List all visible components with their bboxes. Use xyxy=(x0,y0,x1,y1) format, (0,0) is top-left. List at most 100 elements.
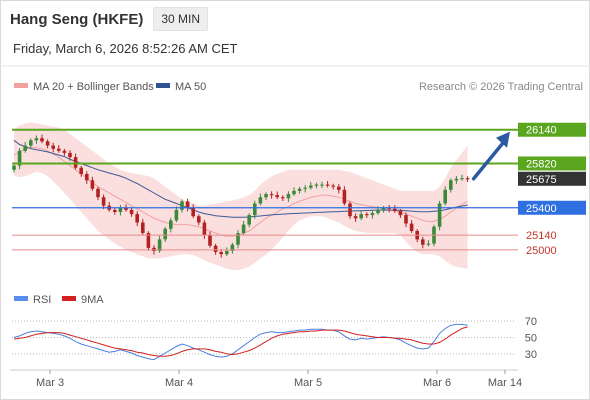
candle xyxy=(297,186,302,194)
candle-body xyxy=(337,186,341,190)
candle xyxy=(365,212,369,218)
candle-body xyxy=(426,243,431,245)
candle xyxy=(449,178,453,193)
candle-body xyxy=(157,239,162,251)
resistance-label-box xyxy=(518,156,586,171)
candle xyxy=(303,185,307,193)
last-price-label: 25675 xyxy=(526,174,557,186)
candle-body xyxy=(180,201,184,210)
candle xyxy=(393,205,397,213)
candle-body xyxy=(29,140,33,146)
candle-body xyxy=(292,190,296,195)
x-axis: Mar 3 Mar 4 Mar 5 Mar 6 Mar 14 xyxy=(36,370,522,389)
candle xyxy=(314,182,319,189)
candle-body xyxy=(45,141,50,146)
candle xyxy=(40,134,44,144)
candle-body xyxy=(90,180,95,189)
rsi-legend-swatch xyxy=(14,296,28,301)
candle xyxy=(23,142,27,153)
instrument-title: Hang Seng (HKFE) xyxy=(10,10,144,28)
candle xyxy=(370,210,375,219)
candle-body xyxy=(197,216,201,223)
candle xyxy=(169,217,173,233)
support-label: 25400 xyxy=(526,203,557,215)
candle xyxy=(79,165,83,177)
candle xyxy=(264,192,268,200)
candle xyxy=(275,191,279,200)
ma50-legend-swatch xyxy=(156,83,170,88)
candle xyxy=(258,193,263,206)
x-tick-label: Mar 14 xyxy=(488,377,522,389)
candle-body xyxy=(314,184,319,186)
chart-header: Hang Seng (HKFE) 30 MIN xyxy=(10,6,209,32)
rsi-ma-line xyxy=(13,326,468,357)
candle-body xyxy=(62,150,67,153)
candle xyxy=(141,218,145,235)
candle xyxy=(219,249,223,258)
candle xyxy=(281,195,285,201)
price-levels: 26140 25820 25675 25400 25140 25000 xyxy=(12,122,586,257)
candle-body xyxy=(241,224,246,233)
candle-body xyxy=(163,228,167,240)
candle xyxy=(129,208,134,217)
candle-body xyxy=(129,209,134,215)
x-tick-label: Mar 3 xyxy=(36,377,64,389)
target-label: 25140 xyxy=(526,230,557,242)
price-chart xyxy=(12,122,470,271)
candle xyxy=(191,204,195,219)
candle-body xyxy=(454,178,459,181)
candle xyxy=(135,211,139,227)
candle-body xyxy=(269,194,274,196)
candle-body xyxy=(443,189,447,204)
candle-body xyxy=(135,214,139,223)
candle xyxy=(90,176,95,191)
timeframe-button[interactable]: 30 MIN xyxy=(153,7,209,31)
candle xyxy=(51,142,55,153)
candle-body xyxy=(68,152,72,158)
candle xyxy=(225,247,229,257)
candle-body xyxy=(51,145,55,149)
candle-body xyxy=(40,138,44,142)
candle xyxy=(62,148,67,156)
candle xyxy=(163,226,167,243)
candle-body xyxy=(359,214,363,219)
candle xyxy=(292,187,296,196)
candle-body xyxy=(113,209,117,212)
candle-body xyxy=(191,207,195,217)
last-price-box xyxy=(518,171,586,186)
rsi-tick-label: 50 xyxy=(525,333,537,345)
candle-body xyxy=(449,180,453,190)
candle xyxy=(409,220,414,233)
candle-body xyxy=(409,223,414,231)
candle-body xyxy=(73,157,78,168)
bollinger-band xyxy=(14,122,468,271)
candle-body xyxy=(275,195,279,198)
ma9-legend-swatch xyxy=(62,296,76,301)
candle xyxy=(118,205,123,216)
candle xyxy=(437,200,442,231)
candle-body xyxy=(202,222,207,236)
candle xyxy=(12,163,16,173)
candle-body xyxy=(225,251,229,255)
candle xyxy=(320,181,324,189)
candle-body xyxy=(465,178,470,180)
resistance-label: 25820 xyxy=(526,158,557,170)
candle-body xyxy=(264,194,268,198)
candle-body xyxy=(258,197,263,204)
candle xyxy=(146,231,151,251)
resistance-label-box xyxy=(518,122,586,137)
candle-body xyxy=(118,207,123,212)
ma50-legend-label: MA 50 xyxy=(175,81,206,93)
candle-body xyxy=(404,215,408,224)
candle xyxy=(460,174,464,181)
candle xyxy=(96,186,100,200)
candle xyxy=(426,240,431,247)
candle xyxy=(57,145,61,153)
candle-body xyxy=(460,178,464,180)
candle xyxy=(353,213,358,222)
candle-body xyxy=(393,208,397,211)
candle xyxy=(197,214,201,226)
ma50-line xyxy=(13,139,468,218)
rsi-tick-label: 30 xyxy=(525,349,537,361)
